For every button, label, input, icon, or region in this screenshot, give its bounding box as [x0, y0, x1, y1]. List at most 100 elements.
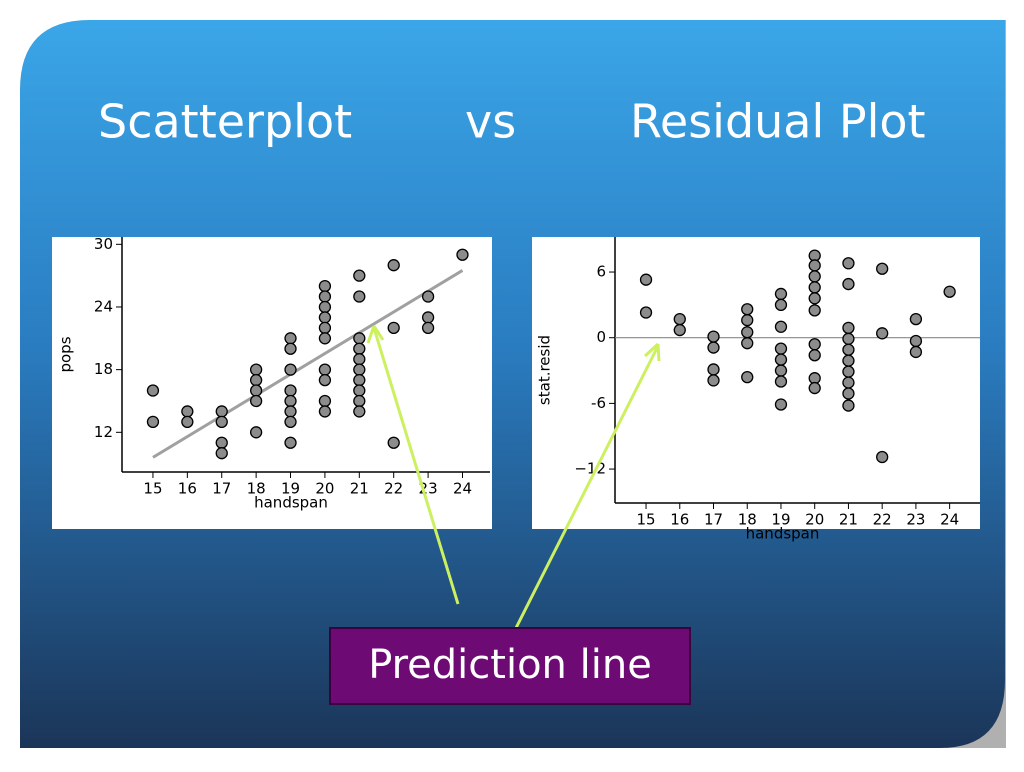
point	[808, 281, 821, 294]
point	[741, 303, 754, 316]
point	[909, 312, 923, 326]
point	[421, 321, 435, 335]
point	[215, 415, 228, 429]
annotation: Prediction line	[368, 642, 652, 688]
y-axis-title: pops	[57, 336, 75, 372]
y-tick-label: 6	[596, 263, 606, 281]
x-tick-label: 16	[670, 511, 689, 529]
point	[876, 327, 889, 340]
point	[774, 287, 788, 301]
point	[249, 373, 263, 387]
y-tick-label: −12	[574, 460, 606, 478]
point	[943, 285, 956, 298]
slide-title: vs	[465, 95, 516, 149]
point	[215, 436, 228, 449]
point	[808, 349, 821, 362]
point	[284, 405, 297, 418]
point	[249, 384, 263, 397]
point	[353, 290, 366, 303]
point	[215, 447, 228, 460]
x-tick-label: 20	[315, 480, 334, 498]
arrowhead	[366, 325, 385, 344]
x-tick-label: 18	[247, 480, 266, 498]
x-tick-label: 21	[350, 480, 369, 498]
point	[842, 354, 855, 367]
y-tick-label: 30	[94, 235, 113, 253]
point	[707, 330, 720, 343]
point	[249, 394, 263, 408]
x-tick-label: 17	[212, 480, 231, 498]
point	[249, 363, 263, 376]
point	[639, 306, 653, 319]
charts: 15 16 17 18 19 20 21 22 23 24 12 18 24 30 handspan pops…	[57, 235, 980, 543]
point	[707, 374, 720, 387]
point	[774, 353, 788, 366]
point	[673, 312, 686, 326]
point	[741, 370, 754, 384]
point	[808, 338, 821, 351]
point	[181, 415, 194, 429]
point	[842, 321, 855, 335]
point	[353, 353, 366, 366]
point	[284, 363, 297, 376]
point	[387, 259, 400, 272]
point	[673, 323, 686, 337]
point	[284, 415, 297, 429]
point	[876, 262, 889, 275]
point	[353, 405, 366, 418]
prediction-line	[152, 269, 464, 459]
point	[146, 384, 160, 397]
x-tick-label: 19	[281, 480, 300, 498]
slide-background	[20, 20, 1005, 748]
point	[215, 405, 228, 418]
chart-panel	[52, 237, 492, 529]
point	[774, 375, 788, 388]
arrow	[514, 345, 660, 629]
x-axis-title: handspan	[254, 494, 328, 512]
point	[842, 257, 855, 270]
point	[808, 292, 821, 305]
point	[808, 270, 821, 283]
point	[284, 332, 297, 345]
point	[707, 341, 720, 354]
point	[808, 381, 821, 395]
annotation-box	[329, 627, 691, 705]
point	[421, 311, 435, 324]
point	[842, 365, 855, 378]
x-tick-label: 23	[906, 511, 925, 529]
point	[284, 394, 297, 408]
x-tick-label: 19	[771, 511, 790, 529]
point	[842, 277, 855, 291]
point	[353, 342, 366, 355]
x-tick-label: 21	[839, 511, 858, 529]
point	[284, 342, 297, 355]
point	[876, 450, 889, 464]
point	[284, 384, 297, 397]
point	[318, 332, 332, 345]
point	[456, 248, 469, 261]
point	[318, 311, 332, 324]
x-tick-label: 24	[453, 480, 472, 498]
point	[318, 373, 332, 387]
y-tick-label: 0	[596, 328, 606, 346]
point	[741, 326, 754, 339]
point	[318, 321, 332, 335]
point	[774, 298, 788, 312]
point	[741, 337, 754, 350]
point	[318, 394, 332, 408]
slide-title: Scatterplot	[98, 95, 352, 149]
point	[146, 415, 160, 429]
y-tick-label: -6	[591, 394, 606, 412]
point	[741, 314, 754, 327]
y-tick-label: 12	[94, 423, 113, 441]
x-tick-label: 17	[704, 511, 723, 529]
point	[808, 259, 821, 272]
x-axis-title: handspan	[746, 525, 820, 543]
point	[774, 320, 788, 333]
x-tick-label: 20	[805, 511, 824, 529]
point	[353, 394, 366, 408]
point	[353, 363, 366, 376]
point	[421, 290, 435, 303]
point	[909, 345, 923, 359]
